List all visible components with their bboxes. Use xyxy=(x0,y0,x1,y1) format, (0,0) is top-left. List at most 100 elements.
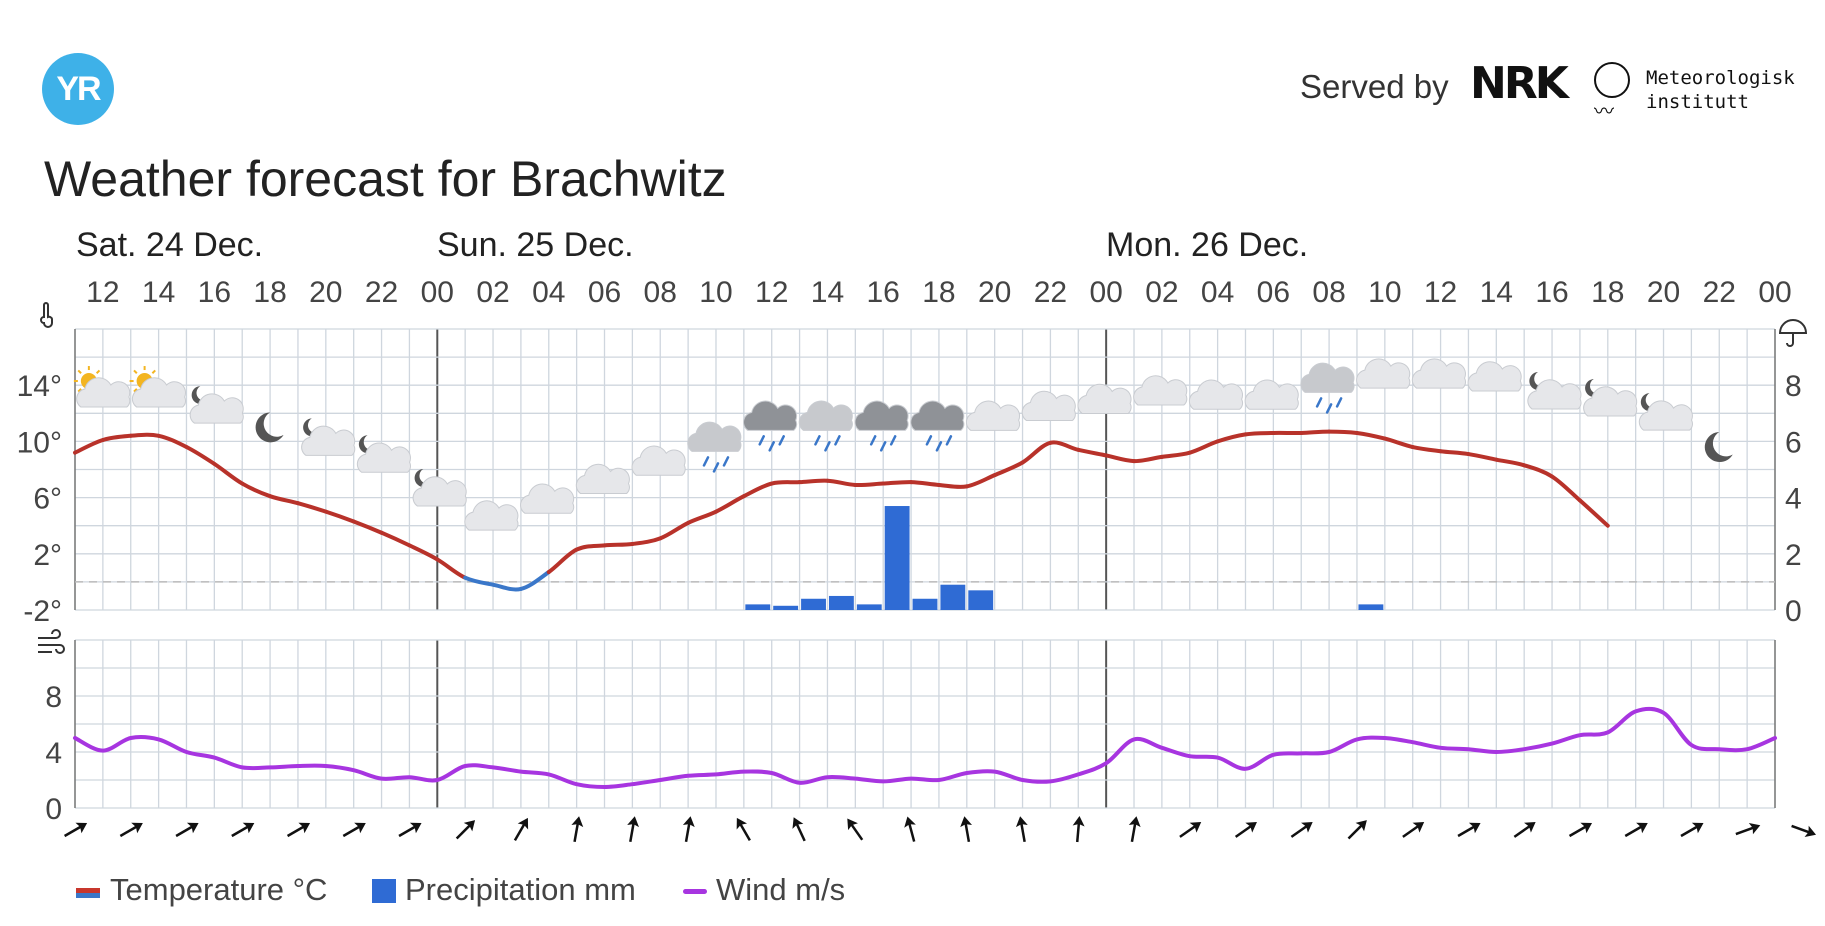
umbrella-icon xyxy=(1778,319,1808,347)
arrow-head xyxy=(736,817,748,830)
wind-direction-arrow xyxy=(1457,822,1481,838)
raindrop xyxy=(758,435,765,446)
wind-tick-label: 4 xyxy=(45,737,62,770)
temperature-line-segment xyxy=(853,481,886,488)
wind-direction-arrow xyxy=(1072,816,1085,843)
cloud-shape xyxy=(1244,379,1299,410)
wind-direction-arrow xyxy=(1347,820,1367,840)
cloud-icon xyxy=(965,400,1021,431)
temperature-line-segment xyxy=(741,481,774,499)
cloud-icon xyxy=(1356,358,1411,389)
x-tick-label: 16 xyxy=(198,276,231,309)
x-tick-label: 22 xyxy=(1034,276,1067,309)
x-tick-label: 08 xyxy=(1312,276,1345,309)
x-tick-label: 20 xyxy=(309,276,342,309)
temperature-line-segment xyxy=(1076,447,1109,458)
cloud-icon xyxy=(1411,358,1467,389)
legend-precipitation[interactable]: Precipitation mm xyxy=(405,872,636,907)
temperature-line-segment xyxy=(992,460,1025,478)
temperature-line-segment xyxy=(909,480,941,487)
raindrop xyxy=(814,435,821,446)
precip-bar xyxy=(1358,604,1384,610)
raindrop xyxy=(722,456,730,467)
precip-bar xyxy=(884,506,910,610)
yr-logo[interactable]: YR xyxy=(42,53,114,125)
legend-wind-swatch xyxy=(683,889,707,894)
x-tick-label: 14 xyxy=(142,276,175,309)
x-tick-label: 02 xyxy=(1145,276,1178,309)
cloud-shape xyxy=(1467,361,1522,392)
arrow-head xyxy=(904,816,916,828)
wind-icon xyxy=(38,629,65,654)
temperature-line-segment xyxy=(630,536,663,546)
cloudy-moon-icon xyxy=(1527,372,1582,410)
arrow-head xyxy=(847,818,858,831)
temperature-line-segment xyxy=(686,509,718,525)
wind-direction-arrow xyxy=(231,822,255,838)
temperature-line-segment xyxy=(574,543,607,552)
nrk-logo[interactable]: NRK xyxy=(1470,58,1569,109)
x-tick-label: 02 xyxy=(476,276,509,309)
precip-bar xyxy=(968,590,994,610)
x-tick-label: 18 xyxy=(922,276,955,309)
wind-direction-arrow xyxy=(1128,816,1141,843)
raindrop xyxy=(889,435,897,446)
sun-ray xyxy=(77,369,82,374)
raindrop xyxy=(945,435,953,446)
met-wave-icon: 〰 xyxy=(1594,101,1614,123)
rain-cloud-dark-icon xyxy=(910,400,965,452)
legend-wind[interactable]: Wind m/s xyxy=(716,872,846,907)
temperature-line-segment xyxy=(323,509,356,524)
precip-tick-label: 4 xyxy=(1785,483,1802,516)
cloud-icon xyxy=(631,445,686,476)
temperature-line-segment xyxy=(407,543,440,562)
precip-bar xyxy=(940,584,966,610)
partly-cloudy-sun-icon xyxy=(129,366,187,408)
temp-tick-label: 6° xyxy=(33,483,62,516)
moon-shape xyxy=(1529,372,1547,391)
cloud-shape xyxy=(1133,375,1188,406)
arrow-head xyxy=(1128,816,1141,828)
wind-direction-arrow xyxy=(960,816,973,843)
temperature-line-segment xyxy=(1187,439,1220,455)
wind-direction-arrow xyxy=(1179,821,1202,838)
wind-direction-arrow xyxy=(513,817,529,842)
temperature-line-segment xyxy=(240,481,273,499)
cloud-shape xyxy=(965,400,1021,431)
x-tick-label: 10 xyxy=(699,276,732,309)
temperature-line-segment xyxy=(825,478,858,487)
temperature-line-segment xyxy=(295,501,328,514)
precip-bar xyxy=(912,598,938,610)
moon-shape xyxy=(191,386,209,405)
arrow-head xyxy=(298,822,311,834)
arrow-head xyxy=(409,822,422,834)
x-tick-label: 16 xyxy=(1535,276,1568,309)
cloud-shape xyxy=(798,400,853,431)
wind-direction-arrow xyxy=(455,820,476,840)
wind-direction-arrow xyxy=(904,816,916,842)
cloud-icon xyxy=(520,483,575,514)
arrow-head xyxy=(1189,821,1202,833)
temp-tick-label: 14° xyxy=(17,370,62,403)
temperature-line-segment xyxy=(1020,440,1053,465)
legend-temperature[interactable]: Temperature °C xyxy=(110,872,328,907)
met-logo[interactable]: 〰 Meteorologisk institutt xyxy=(1594,58,1804,122)
arrow-head xyxy=(1748,822,1761,835)
temperature-line-segment xyxy=(964,473,997,489)
temperature-line-segment xyxy=(268,494,300,506)
x-tick-label: 12 xyxy=(755,276,788,309)
page-title: Weather forecast for Brachwitz xyxy=(44,151,727,207)
precip-bar xyxy=(773,605,799,610)
x-tick-label: 04 xyxy=(1201,276,1234,309)
arrow-head xyxy=(186,822,199,834)
arrow-head xyxy=(1468,822,1481,834)
sun-ray xyxy=(133,369,138,374)
temperature-line-segment xyxy=(1243,430,1276,437)
temperature-line-segment xyxy=(602,541,635,548)
x-tick-label: 04 xyxy=(532,276,565,309)
temperature-line-segment xyxy=(1466,452,1499,462)
raindrop xyxy=(778,435,785,446)
arrow-head xyxy=(627,816,639,828)
cloud-shape xyxy=(743,400,798,431)
